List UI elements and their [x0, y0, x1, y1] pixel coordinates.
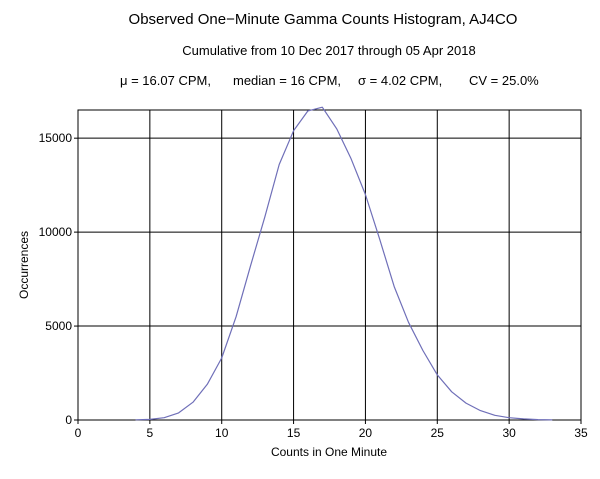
- grid-lines: [78, 110, 581, 420]
- x-axis-label: Counts in One Minute: [271, 445, 387, 459]
- x-tick-label: 25: [431, 426, 445, 440]
- stat-median: median = 16 CPM,: [233, 73, 341, 88]
- y-tick-label: 0: [65, 413, 72, 427]
- stat-cv: CV = 25.0%: [469, 73, 539, 88]
- x-tick-label: 5: [147, 426, 154, 440]
- y-tick-label: 5000: [45, 319, 72, 333]
- y-tick-label: 15000: [39, 131, 73, 145]
- x-tick-label: 30: [502, 426, 516, 440]
- plot-frame: [77, 109, 582, 421]
- chart-title: Observed One−Minute Gamma Counts Histogr…: [129, 11, 518, 28]
- y-tick-label: 10000: [39, 225, 73, 239]
- chart-subtitle: Cumulative from 10 Dec 2017 through 05 A…: [182, 43, 475, 58]
- stat-sigma: σ = 4.02 CPM,: [358, 73, 442, 88]
- x-tick-label: 15: [287, 426, 301, 440]
- y-axis-label: Occurrences: [17, 231, 31, 299]
- x-tick-label: 10: [215, 426, 229, 440]
- series-line: [135, 106, 553, 421]
- series-group: [135, 106, 553, 421]
- x-tick-label: 20: [359, 426, 373, 440]
- axis-ticks: 0 5 10 15 20 25 30 35 0 5000 10000 15000: [39, 131, 588, 440]
- stat-mean: μ = 16.07 CPM,: [120, 73, 211, 88]
- x-tick-label: 0: [75, 426, 82, 440]
- x-tick-label: 35: [574, 426, 588, 440]
